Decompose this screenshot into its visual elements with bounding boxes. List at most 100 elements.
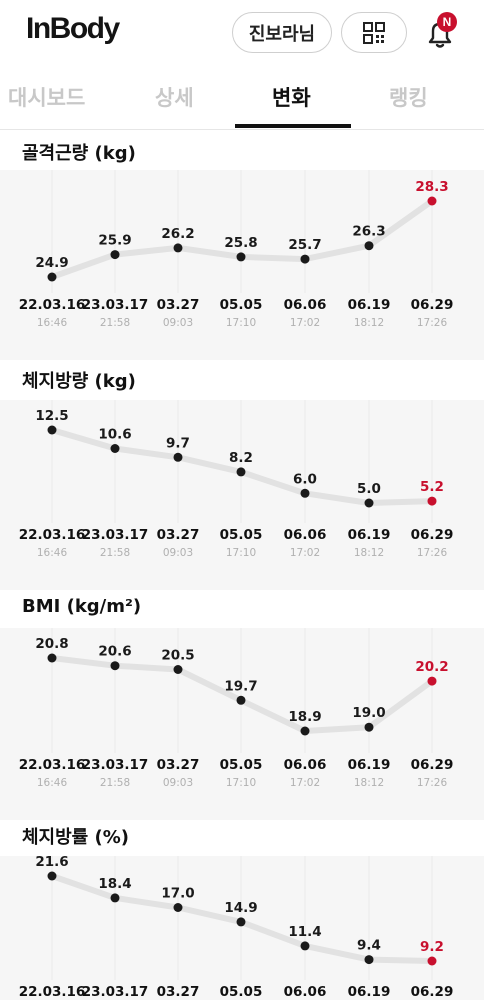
data-point [236, 252, 246, 262]
x-tick-label: 22.03.16 [19, 757, 86, 773]
data-label: 19.0 [352, 705, 385, 721]
x-tick-time: 17:02 [290, 317, 320, 329]
x-tick-time: 17:26 [417, 317, 448, 329]
notification-badge: N [437, 12, 457, 32]
line-chart: 12.5 22.03.16 16:46 10.6 23.03.17 21:58 9.7 03.… [19, 400, 454, 559]
data-label: 19.7 [224, 678, 257, 694]
data-point [364, 498, 374, 508]
x-tick-label: 06.19 [348, 984, 391, 1000]
x-tick-label: 22.03.16 [19, 297, 86, 313]
x-tick-label: 06.29 [411, 527, 454, 543]
x-tick-label: 06.19 [348, 527, 391, 543]
data-point [236, 695, 246, 705]
x-tick-label: 03.27 [157, 527, 200, 543]
data-point [173, 243, 183, 253]
x-tick-label: 06.29 [411, 984, 454, 1000]
data-point [364, 722, 374, 732]
x-tick-label: 03.27 [157, 297, 200, 313]
x-tick-time: 16:46 [37, 547, 68, 559]
data-label: 25.8 [224, 235, 257, 251]
data-point [173, 452, 183, 462]
x-tick-label: 05.05 [220, 297, 263, 313]
x-tick-label: 23.03.17 [82, 297, 149, 313]
x-tick-time: 17:02 [290, 547, 320, 559]
data-point [427, 676, 437, 686]
chart-section-bmi: BMI (kg/m²) 20.8 22.03.16 16:46 20.6 23.03.1… [0, 590, 484, 820]
x-tick-label: 06.19 [348, 297, 391, 313]
tab-dashboard[interactable]: 대시보드 [8, 86, 86, 110]
chart-title: 체지방량 (kg) [22, 371, 136, 392]
data-label: 20.6 [98, 644, 131, 660]
x-tick-time: 17:26 [417, 777, 448, 789]
data-point [236, 467, 246, 477]
active-tab-indicator [235, 124, 351, 128]
app-header: InBody 진보라님 N [0, 0, 484, 66]
data-label: 18.4 [98, 876, 131, 892]
x-tick-label: 23.03.17 [82, 757, 149, 773]
x-tick-label: 06.19 [348, 757, 391, 773]
x-tick-time: 16:46 [37, 777, 68, 789]
data-point [110, 444, 120, 453]
data-label: 5.0 [357, 481, 381, 497]
x-tick-label: 23.03.17 [82, 984, 149, 1000]
x-tick-label: 22.03.16 [19, 984, 86, 1000]
x-tick-time: 21:58 [100, 777, 130, 789]
data-point [300, 488, 310, 498]
tab-change[interactable]: 변화 [272, 86, 311, 110]
data-point [173, 665, 183, 674]
chart-title: 골격근량 (kg) [22, 143, 136, 164]
data-point [47, 653, 57, 663]
line-chart: 24.9 22.03.16 16:46 25.9 23.03.17 21:58 26.2 03… [19, 170, 454, 329]
data-label: 12.5 [35, 408, 68, 424]
tab-ranking[interactable]: 랭킹 [389, 86, 428, 110]
x-tick-time: 18:12 [354, 547, 384, 559]
data-point [110, 661, 120, 671]
data-label: 14.9 [224, 900, 257, 916]
x-tick-label: 03.27 [157, 984, 200, 1000]
data-point [427, 496, 437, 506]
chart-section-body-fat-mass: 체지방량 (kg) 12.5 22.03.16 16:46 10.6 23.03.17 2… [0, 360, 484, 590]
chart-panel: 12.5 22.03.16 16:46 10.6 23.03.17 21:58 9.7 03.… [0, 400, 484, 590]
data-point [427, 196, 437, 206]
chart-panel: 24.9 22.03.16 16:46 25.9 23.03.17 21:58 26.2 03… [0, 170, 484, 360]
data-label: 11.4 [288, 924, 321, 940]
tab-detail[interactable]: 상세 [155, 86, 194, 110]
x-tick-label: 05.05 [220, 984, 263, 1000]
data-label: 9.2 [420, 939, 444, 955]
data-point [110, 893, 120, 903]
data-label: 20.5 [161, 648, 194, 664]
x-tick-label: 03.27 [157, 757, 200, 773]
x-tick-time: 17:02 [290, 777, 320, 789]
data-label: 28.3 [415, 179, 448, 195]
chart-title: 체지방률 (%) [22, 827, 129, 848]
x-tick-time: 18:12 [354, 777, 384, 789]
data-point [47, 871, 57, 881]
data-label: 17.0 [161, 886, 194, 902]
x-tick-label: 06.06 [284, 984, 327, 1000]
x-tick-label: 06.29 [411, 757, 454, 773]
chart-section-skeletal-muscle: 골격근량 (kg) 24.9 22.03.16 16:46 25.9 23.03.17 2… [0, 130, 484, 360]
x-tick-label: 06.06 [284, 527, 327, 543]
x-tick-label: 23.03.17 [82, 527, 149, 543]
data-label: 9.7 [166, 435, 190, 451]
data-point [300, 941, 310, 951]
data-point [364, 955, 374, 965]
user-profile-button[interactable]: 진보라님 [232, 12, 332, 53]
data-label: 25.9 [98, 233, 131, 249]
qr-code-button[interactable] [341, 12, 407, 53]
chart-panel: 20.8 22.03.16 16:46 20.6 23.03.17 21:58 20.5 03… [0, 628, 484, 820]
x-tick-label: 06.29 [411, 297, 454, 313]
data-label: 20.2 [415, 659, 448, 675]
line-chart: 21.6 22.03.16 18.4 23.03.17 17.0 03.27 14.9 05.… [19, 856, 454, 1000]
data-label: 26.3 [352, 224, 385, 240]
data-point [110, 250, 120, 260]
x-tick-label: 06.06 [284, 297, 327, 313]
x-tick-time: 21:58 [100, 547, 130, 559]
x-tick-label: 05.05 [220, 527, 263, 543]
data-label: 25.7 [288, 237, 321, 253]
x-tick-time: 09:03 [163, 547, 193, 559]
chart-panel: 21.6 22.03.16 18.4 23.03.17 17.0 03.27 14.9 05.… [0, 856, 484, 1000]
x-tick-label: 06.06 [284, 757, 327, 773]
x-tick-time: 17:10 [226, 547, 256, 559]
x-tick-time: 21:58 [100, 317, 130, 329]
